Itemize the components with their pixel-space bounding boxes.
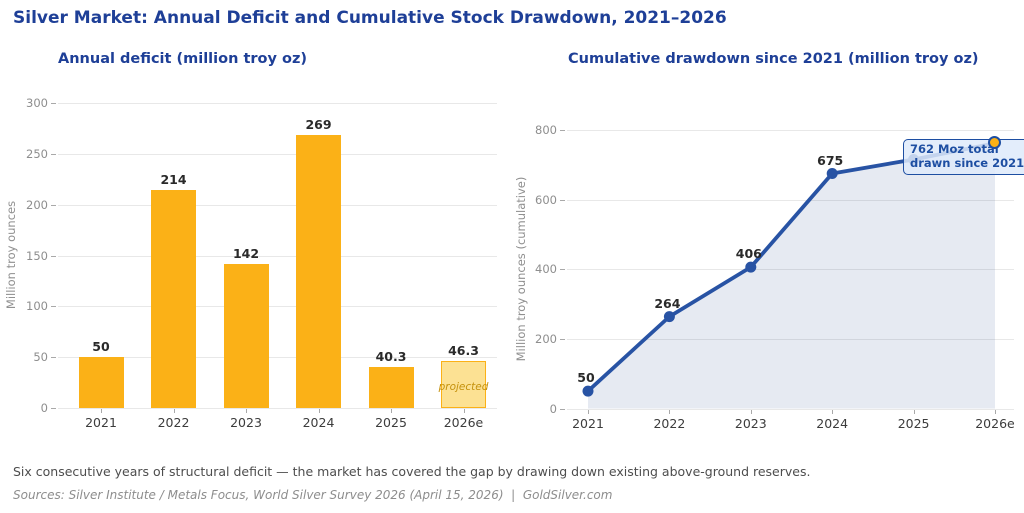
x-tick — [913, 409, 915, 414]
projected-label: projected — [438, 381, 489, 393]
sources-line: Sources: Silver Institute / Metals Focus… — [13, 488, 613, 502]
x-tick — [463, 409, 465, 413]
gridline — [567, 408, 1014, 410]
bar-value-label: 40.3 — [375, 349, 407, 365]
bar — [151, 190, 196, 408]
bar — [223, 263, 269, 408]
bar — [78, 357, 124, 408]
y-tick-label: 0 — [549, 401, 557, 416]
y-tick-label: 200 — [26, 197, 48, 212]
bar-value-label: 50 — [92, 339, 110, 355]
x-tick — [173, 409, 175, 413]
y-tick-label: 400 — [535, 262, 557, 277]
bar-value-label: 46.3 — [448, 342, 479, 358]
y-tick-label: 0 — [40, 401, 48, 415]
gridline — [58, 306, 497, 308]
bar — [368, 367, 414, 408]
x-tick-label: 2023 — [734, 415, 767, 431]
x-tick-label: 2021 — [85, 415, 117, 430]
bar-chart-title: Annual deficit (million troy oz) — [58, 51, 308, 67]
y-tick — [560, 130, 565, 131]
data-point-marker — [745, 261, 757, 273]
y-tick — [51, 306, 56, 308]
y-tick — [560, 269, 565, 271]
figure-title: Silver Market: Annual Deficit and Cumula… — [13, 8, 727, 28]
gridline — [58, 357, 497, 359]
annotation-box: 762 Moz total drawn since 2021 — [903, 139, 1024, 175]
x-tick-label: 2022 — [157, 415, 190, 430]
point-value-label: 406 — [735, 246, 762, 262]
x-tick-label: 2024 — [816, 415, 849, 431]
x-tick — [246, 409, 247, 413]
x-tick-label: 2023 — [230, 415, 262, 430]
bar-value-label: 142 — [232, 245, 260, 261]
x-tick — [391, 409, 392, 413]
y-tick — [51, 153, 56, 155]
x-tick — [995, 409, 996, 414]
x-tick-label: 2025 — [897, 415, 930, 431]
x-tick-label: 2024 — [302, 415, 335, 430]
x-tick — [588, 409, 589, 414]
y-tick — [560, 338, 565, 340]
gridline — [567, 269, 1014, 271]
data-point-marker — [582, 385, 594, 397]
y-tick — [51, 255, 56, 257]
x-tick — [750, 409, 752, 414]
y-tick — [51, 204, 56, 206]
gridline — [58, 255, 497, 257]
gridline — [58, 103, 497, 104]
annotation-line-2: drawn since 2021 — [910, 156, 1024, 171]
x-tick-label: 2025 — [375, 415, 407, 430]
x-tick — [669, 409, 671, 414]
x-tick — [101, 409, 102, 413]
y-tick — [560, 199, 565, 201]
point-value-label: 264 — [654, 295, 681, 311]
data-point-marker — [826, 168, 838, 180]
x-tick — [318, 409, 320, 413]
point-value-label: 50 — [577, 370, 595, 386]
gridline — [567, 338, 1014, 340]
y-tick — [51, 408, 56, 409]
y-tick-label: 600 — [535, 192, 557, 207]
gridline — [58, 204, 497, 206]
area-fill — [588, 143, 995, 409]
x-tick-label: 2026e — [443, 415, 484, 430]
highlight-point-marker — [988, 136, 1001, 150]
gridline — [58, 153, 497, 155]
y-tick-label: 150 — [26, 248, 48, 263]
y-tick-label: 250 — [26, 146, 48, 161]
point-value-label: 675 — [817, 152, 844, 168]
x-tick-label: 2022 — [653, 415, 686, 431]
x-tick-label: 2026e — [975, 415, 1015, 431]
line-chart-title: Cumulative drawdown since 2021 (million … — [568, 51, 979, 67]
gridline — [567, 130, 1014, 131]
y-tick — [51, 103, 56, 104]
x-tick-label: 2021 — [572, 415, 604, 431]
y-tick-label: 300 — [26, 96, 48, 110]
y-tick — [560, 408, 565, 410]
bar-value-label: 214 — [160, 172, 187, 188]
x-tick — [832, 409, 834, 414]
y-tick-label: 800 — [535, 123, 557, 137]
gridline — [58, 408, 497, 409]
annotation-line-1: 762 Moz total — [910, 142, 999, 156]
footnote: Six consecutive years of structural defi… — [13, 464, 811, 479]
gridline — [567, 199, 1014, 201]
bar-value-label: 269 — [305, 116, 332, 132]
y-tick-label: 200 — [535, 331, 557, 346]
y-tick — [51, 357, 56, 359]
bar-projected — [441, 360, 486, 408]
y-tick-label: 100 — [26, 299, 48, 314]
data-point-marker — [663, 311, 675, 323]
y-tick-label: 50 — [33, 350, 48, 365]
bar — [296, 134, 341, 408]
